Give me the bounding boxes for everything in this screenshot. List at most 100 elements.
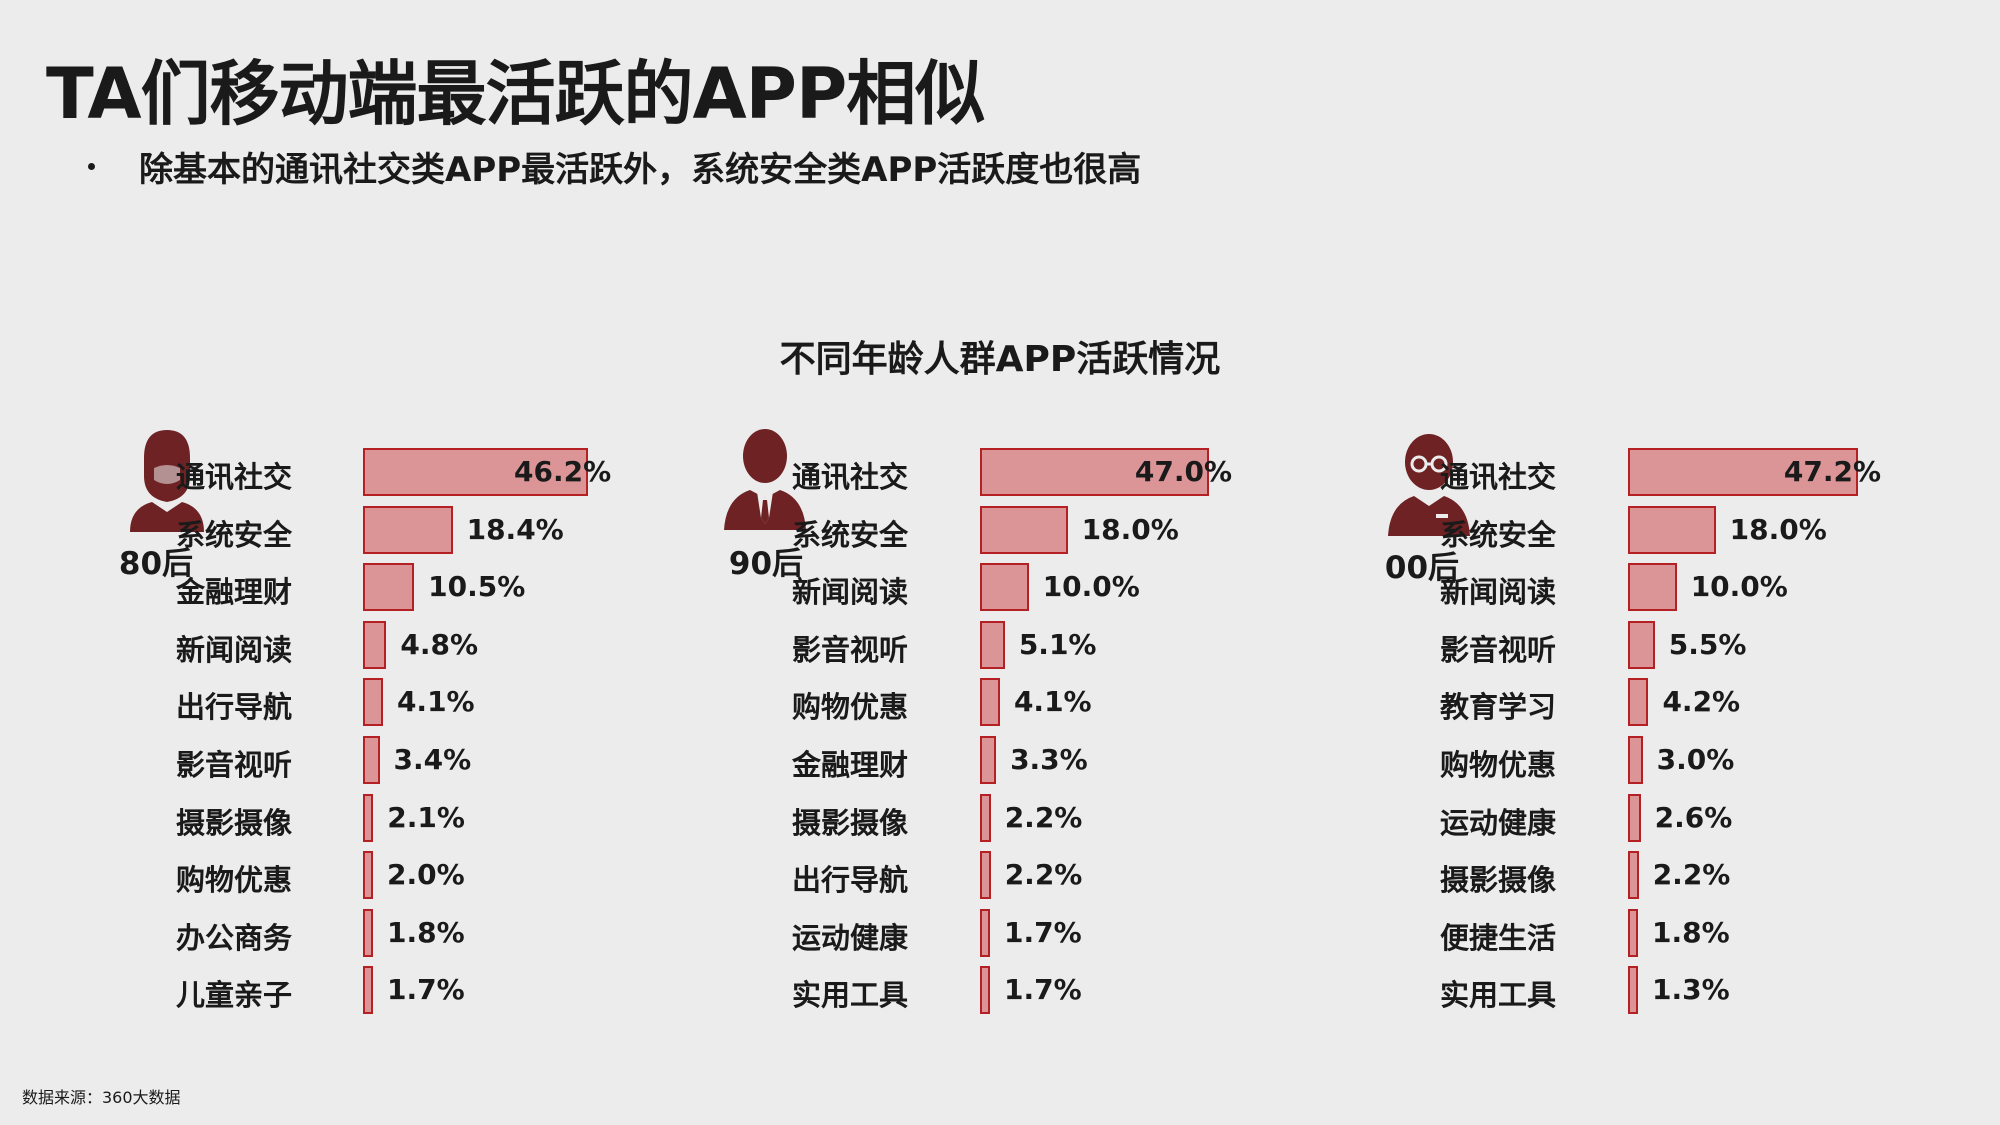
value-label: 18.0% <box>1729 512 1827 546</box>
bar <box>1628 448 1858 496</box>
value-label: 1.8% <box>1652 915 1730 949</box>
category-label: 新闻阅读 <box>176 632 293 667</box>
bar <box>980 908 990 957</box>
man-with-beard-icon <box>124 428 210 532</box>
bar <box>363 736 380 784</box>
value-label: 2.2% <box>1004 858 1083 892</box>
value-label: 4.2% <box>1662 685 1741 719</box>
bar <box>980 736 997 784</box>
category-label: 影音视听 <box>1440 632 1557 667</box>
value-label: 2.2% <box>1652 858 1731 892</box>
value-label: 3.3% <box>1010 743 1088 776</box>
category-label: 通讯社交 <box>792 460 909 494</box>
bar <box>980 505 1068 554</box>
category-label: 摄影摄像 <box>792 805 909 840</box>
value-label: 1.7% <box>387 973 465 1007</box>
category-label: 便捷生活 <box>1440 920 1557 955</box>
category-label: 通讯社交 <box>1440 460 1557 494</box>
value-label: 4.8% <box>400 627 479 661</box>
value-label: 10.5% <box>428 570 526 604</box>
bar <box>1628 851 1639 900</box>
age-group-label: 80后 <box>118 546 194 582</box>
value-label: 18.4% <box>466 512 564 546</box>
bar <box>363 678 383 727</box>
value-label: 2.2% <box>1004 800 1083 834</box>
bullet-text: 除基本的通讯社交类APP最活跃外，系统安全类APP活跃度也很高 <box>139 150 1142 190</box>
value-label: 1.3% <box>1652 973 1730 1007</box>
value-label: 47.0% <box>1134 455 1233 488</box>
source-note: 数据来源：360大数据 <box>22 1088 181 1107</box>
chart-title-text: 不同年龄人群APP活跃情况 <box>779 339 1221 380</box>
value-label: 2.0% <box>387 858 465 892</box>
bar <box>363 620 387 669</box>
value-label: 2.6% <box>1654 800 1733 834</box>
bar <box>1628 966 1638 1015</box>
bar <box>980 620 1005 669</box>
bar <box>980 851 991 900</box>
bar <box>1628 908 1638 957</box>
value-label: 10.0% <box>1042 570 1140 604</box>
value-label: 5.1% <box>1018 627 1097 661</box>
bar <box>363 966 373 1015</box>
value-label: 18.0% <box>1081 512 1179 546</box>
bar <box>363 563 415 612</box>
student-with-glasses-icon <box>1386 432 1472 536</box>
bar <box>1628 505 1716 554</box>
value-label: 46.2% <box>513 455 612 488</box>
bar <box>363 448 588 496</box>
bar <box>1628 736 1643 784</box>
bar <box>1628 678 1649 727</box>
age-group-label: 90后 <box>728 546 804 582</box>
bar <box>1628 563 1677 612</box>
value-label: 1.7% <box>1004 973 1082 1007</box>
value-label: 1.8% <box>387 915 465 949</box>
value-label: 1.7% <box>1004 915 1082 949</box>
value-label: 10.0% <box>1690 570 1788 604</box>
bar <box>363 505 453 554</box>
man-in-suit-icon <box>722 426 808 530</box>
category-label: 实用工具 <box>792 978 909 1013</box>
bar <box>980 966 990 1015</box>
category-label: 运动健康 <box>1440 805 1557 840</box>
category-label: 实用工具 <box>1440 978 1557 1013</box>
value-label: 4.1% <box>396 685 475 719</box>
bar <box>980 563 1029 612</box>
category-label: 系统安全 <box>1440 517 1557 552</box>
value-label: 2.1% <box>387 800 465 834</box>
category-label: 办公商务 <box>176 920 293 955</box>
category-label: 系统安全 <box>792 517 909 552</box>
age-group-label: 00后 <box>1384 550 1460 586</box>
bar <box>980 448 1209 496</box>
category-label: 金融理财 <box>176 575 293 610</box>
value-label: 3.0% <box>1656 743 1735 776</box>
value-label: 3.4% <box>393 743 472 776</box>
bar <box>363 851 373 900</box>
category-label: 购物优惠 <box>792 690 909 725</box>
bullet-dot-icon <box>88 163 95 170</box>
category-label: 新闻阅读 <box>792 575 909 610</box>
bullet-point: 除基本的通讯社交类APP最活跃外，系统安全类APP活跃度也很高 <box>88 142 1141 191</box>
page-title: TA们移动端最活跃的APP相似 <box>46 53 985 135</box>
category-label: 购物优惠 <box>1440 748 1557 782</box>
category-label: 通讯社交 <box>176 460 293 494</box>
category-label: 购物优惠 <box>176 863 293 898</box>
chart-title: 不同年龄人群APP活跃情况 <box>0 330 2000 382</box>
category-label: 运动健康 <box>792 920 909 955</box>
category-label: 新闻阅读 <box>1440 575 1557 610</box>
bar <box>980 678 1000 727</box>
bar <box>980 793 991 842</box>
category-label: 摄影摄像 <box>1440 863 1557 898</box>
bar <box>1628 620 1655 669</box>
category-label: 影音视听 <box>792 632 909 667</box>
category-label: 金融理财 <box>792 748 909 782</box>
category-label: 摄影摄像 <box>176 805 293 840</box>
value-label: 47.2% <box>1783 455 1881 488</box>
category-label: 影音视听 <box>176 748 293 782</box>
category-label: 教育学习 <box>1440 690 1557 725</box>
bar <box>363 793 374 842</box>
bar <box>1628 793 1641 842</box>
category-label: 出行导航 <box>176 690 293 725</box>
category-label: 出行导航 <box>792 863 909 898</box>
bar <box>363 908 373 957</box>
category-label: 系统安全 <box>176 517 293 552</box>
